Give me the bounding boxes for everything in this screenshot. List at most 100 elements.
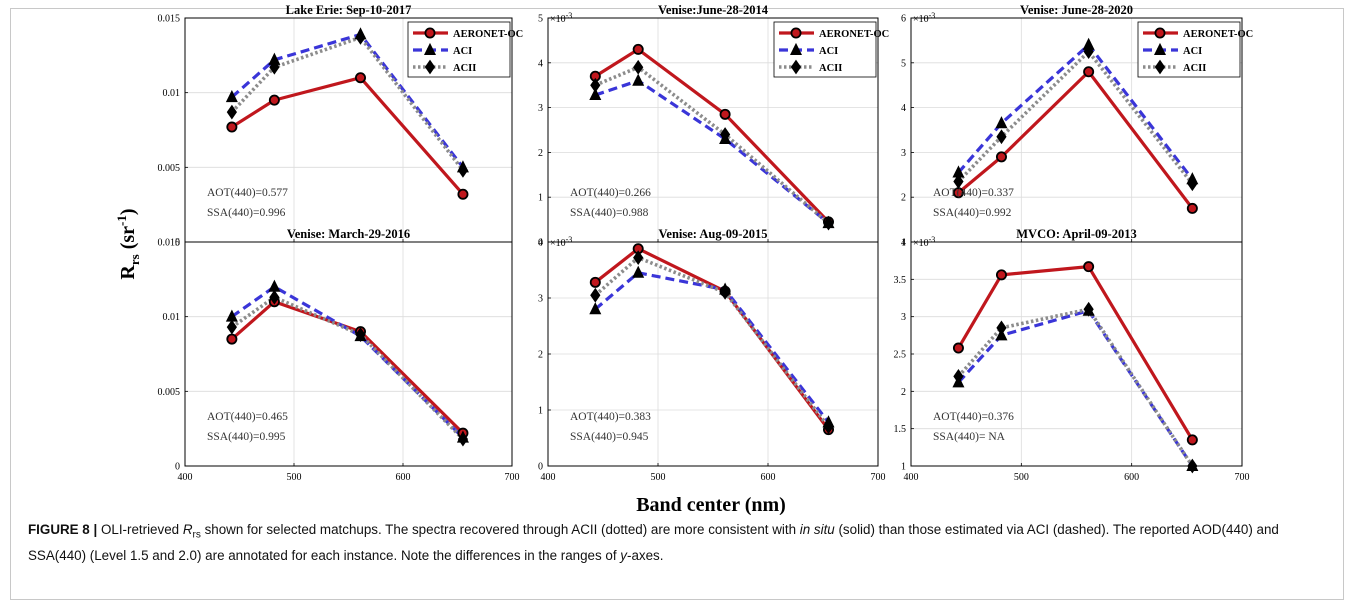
legend-marker-aci xyxy=(423,42,437,55)
legend-label: AERONET-OC xyxy=(453,29,523,40)
data-point-aci xyxy=(268,279,281,292)
y-tick-label: 4 xyxy=(538,58,543,69)
y-tick-label: 1.5 xyxy=(894,424,907,435)
ssa-annotation: SSA(440)=0.988 xyxy=(570,207,649,219)
y-tick-label: 4 xyxy=(538,238,543,249)
x-axis-label: Band center (nm) xyxy=(636,494,786,515)
y-axis-label-close: ) xyxy=(117,208,139,215)
aot-annotation: AOT(440)=0.337 xyxy=(933,187,1014,199)
y-axis-label-sup: -1 xyxy=(114,215,129,226)
panel-6: 400 500 600 700 1 1.5 2 2.5 3 3.5 4 ×10-3 MVCO: Apri… xyxy=(894,227,1250,483)
y-tick-label: 0.015 xyxy=(158,238,181,249)
y-tick-label: 0 xyxy=(175,238,180,249)
data-point-acii xyxy=(719,127,731,142)
y-tick-label: 4 xyxy=(901,103,906,114)
y-tick-label: 1 xyxy=(538,193,543,204)
data-point-acii xyxy=(953,174,964,189)
y-exponent-label: ×10-3 xyxy=(550,11,572,25)
y-tick-label: 3 xyxy=(538,103,543,114)
aot-annotation: AOT(440)=0.266 xyxy=(570,187,651,199)
y-tick-label: 0.005 xyxy=(158,387,181,398)
series-line-aeronet-oc xyxy=(231,76,465,196)
series-line-acii xyxy=(230,35,465,172)
panel-title: Lake Erie: Sep-10-2017 xyxy=(286,3,412,17)
y-exponent-label: ×10-3 xyxy=(913,235,935,249)
x-tick-label: 400 xyxy=(178,472,193,483)
legend-marker-acii xyxy=(424,59,436,75)
data-point-aeronet-oc xyxy=(457,188,469,200)
legend-label: ACI xyxy=(819,46,838,57)
axes-box xyxy=(184,241,513,467)
y-axis-label-sub: rs xyxy=(127,254,142,265)
x-tick-label: 700 xyxy=(1235,472,1250,483)
y-tick-label: 5 xyxy=(901,58,906,69)
caption-label: FIGURE 8 | xyxy=(28,522,98,537)
panel-3: 1 2 3 4 5 6 ×10-3 Venise: June-28-2020 AOT(440)=… xyxy=(901,3,1253,249)
panel-4: 400 500 600 700 0 0.005 0.01 0.015 Venise: March… xyxy=(158,227,520,483)
x-tick-label: 500 xyxy=(287,472,302,483)
axes-box xyxy=(547,241,879,467)
chart-panels: 0 0.005 0.01 0.015 Lake Erie: Sep-10-2017 AOT… xyxy=(158,3,1254,483)
legend-label: ACI xyxy=(1183,46,1202,57)
y-tick-label: 0.01 xyxy=(163,88,181,99)
series-line-aci xyxy=(230,285,465,439)
figure-caption: FIGURE 8 | OLI-retrieved Rrs shown for s… xyxy=(28,520,1328,566)
series-line-aci xyxy=(957,43,1194,181)
data-point-aeronet-oc xyxy=(268,94,280,106)
x-tick-label: 600 xyxy=(396,472,411,483)
legend-marker-aci xyxy=(789,42,803,55)
caption-var: R xyxy=(182,522,193,537)
data-point-acii xyxy=(996,129,1007,145)
series-line-aci xyxy=(594,271,830,424)
legend-marker-aeronet-oc xyxy=(424,27,436,39)
legend-label: ACII xyxy=(453,63,476,74)
ssa-annotation: SSA(440)=0.996 xyxy=(207,207,286,219)
legend-label: ACI xyxy=(453,46,472,57)
data-point-aeronet-oc xyxy=(719,108,731,120)
data-point-acii xyxy=(269,59,280,75)
aot-annotation: AOT(440)=0.376 xyxy=(933,411,1014,423)
data-point-acii xyxy=(590,287,601,303)
y-exponent-sup: -3 xyxy=(566,11,573,20)
legend-marker-aci xyxy=(1153,42,1167,55)
y-tick-label: 1 xyxy=(538,406,543,417)
y-tick-label: 1 xyxy=(901,462,906,473)
series-line-acii xyxy=(957,307,1194,467)
caption-var-sub: rs xyxy=(192,529,201,541)
data-point-aeronet-oc xyxy=(589,276,601,288)
x-tick-label: 600 xyxy=(761,472,776,483)
caption-text-2: shown for selected matchups. The spectra… xyxy=(200,522,800,537)
data-point-acii xyxy=(823,419,834,435)
y-exponent-label: ×10-3 xyxy=(550,235,572,249)
panel-5: 400 500 600 700 0 1 2 3 4 ×10-3 Venise: Aug-09-201… xyxy=(538,227,886,483)
data-point-acii xyxy=(823,215,834,231)
y-tick-label: 2 xyxy=(901,387,906,398)
legend-label: AERONET-OC xyxy=(819,29,889,40)
aot-annotation: AOT(440)=0.465 xyxy=(207,411,288,423)
data-point-acii xyxy=(355,30,366,45)
data-point-acii xyxy=(719,285,731,300)
y-tick-label: 5 xyxy=(538,14,543,25)
y-tick-label: 1 xyxy=(901,238,906,249)
data-point-acii xyxy=(457,431,469,447)
x-tick-label: 500 xyxy=(651,472,666,483)
panel-2: 0 1 2 3 4 5 ×10-3 Venise:June-28-2014 AOT(440)=0… xyxy=(538,3,889,249)
data-point-aeronet-oc xyxy=(1083,261,1095,273)
data-point-aeronet-oc xyxy=(1083,66,1095,78)
chart-figure: 0 0.005 0.01 0.015 Lake Erie: Sep-10-2017 AOT… xyxy=(114,3,1254,515)
y-tick-label: 0 xyxy=(538,238,543,249)
series-line-aci xyxy=(230,32,465,169)
data-point-acii xyxy=(1083,44,1094,59)
x-tick-label: 600 xyxy=(1124,472,1139,483)
series-line-acii xyxy=(594,255,830,428)
legend-label: AERONET-OC xyxy=(1183,29,1253,40)
y-tick-label: 0.005 xyxy=(158,163,181,174)
data-point-aci xyxy=(632,265,645,278)
y-tick-label: 4 xyxy=(901,238,906,249)
x-tick-label: 400 xyxy=(904,472,919,483)
series-line-aci xyxy=(594,79,830,225)
data-point-acii xyxy=(355,327,366,342)
y-exponent-sup: -3 xyxy=(566,235,573,244)
aot-annotation: AOT(440)=0.383 xyxy=(570,411,651,423)
data-point-aci xyxy=(589,87,602,101)
